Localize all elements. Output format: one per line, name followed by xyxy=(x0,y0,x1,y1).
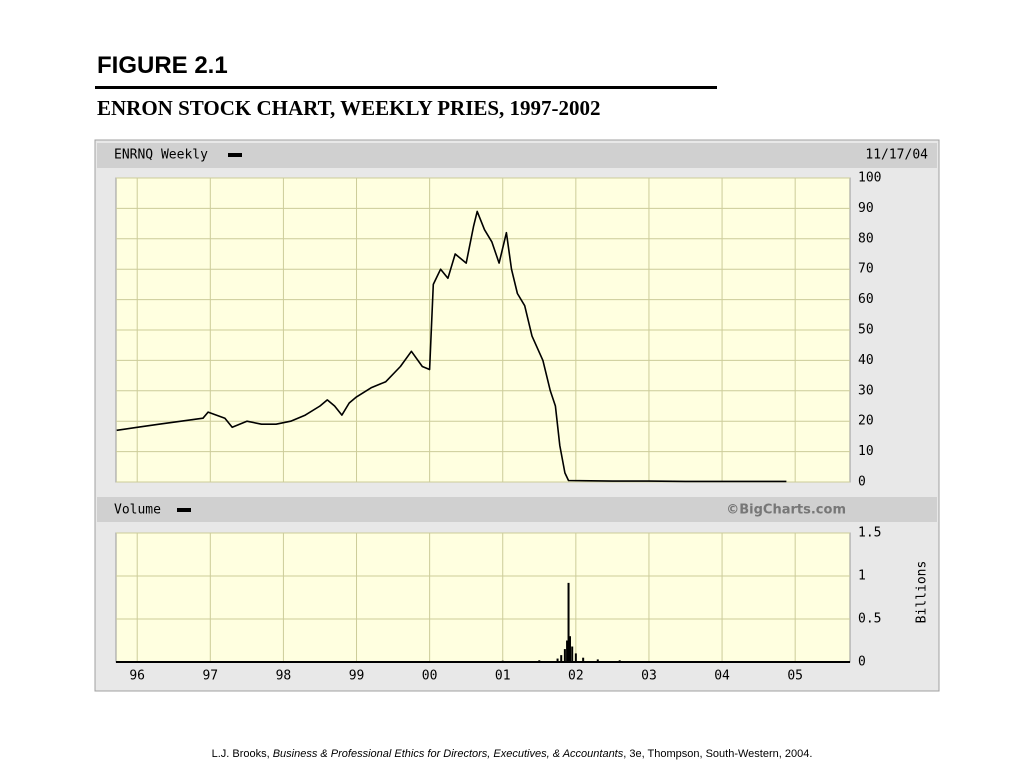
y-tick-label: 0 xyxy=(858,475,866,490)
y-tick-label: 10 xyxy=(858,444,874,459)
volume-bar xyxy=(566,640,569,662)
volume-bar xyxy=(574,653,577,662)
source: ©BigCharts.com xyxy=(726,503,846,518)
x-tick-label: 99 xyxy=(349,669,365,684)
y-tick-label: 60 xyxy=(858,292,874,307)
y-tick-label: 40 xyxy=(858,353,874,368)
price-header: ENRNQ Weekly xyxy=(114,148,208,163)
x-tick-label: 04 xyxy=(714,669,730,684)
x-tick-label: 01 xyxy=(495,669,511,684)
chart-date: 11/17/04 xyxy=(865,148,928,163)
legend-swatch xyxy=(228,153,242,157)
y-tick-label: 1 xyxy=(858,569,866,584)
y-axis-label: Billions xyxy=(915,561,930,624)
y-tick-label: 1.5 xyxy=(858,526,881,541)
y-tick-label: 30 xyxy=(858,383,874,398)
title-rule xyxy=(95,86,717,89)
volume-bar xyxy=(567,582,570,662)
volume-bar xyxy=(571,646,574,662)
legend-swatch xyxy=(177,508,191,512)
price-header-bar xyxy=(97,143,937,168)
y-tick-label: 80 xyxy=(858,231,874,246)
x-tick-label: 96 xyxy=(129,669,145,684)
citation-rest: , 3e, Thompson, South-Western, 2004. xyxy=(623,748,813,760)
y-tick-label: 0.5 xyxy=(858,612,881,627)
y-tick-label: 50 xyxy=(858,323,874,338)
y-tick-label: 90 xyxy=(858,201,874,216)
x-tick-label: 03 xyxy=(641,669,657,684)
citation: L.J. Brooks, Business & Professional Eth… xyxy=(0,748,1024,760)
volume-bar xyxy=(560,655,563,662)
volume-bar xyxy=(596,659,599,662)
x-tick-label: 97 xyxy=(202,669,218,684)
citation-title: Business & Professional Ethics for Direc… xyxy=(272,748,624,760)
volume-header-bar xyxy=(97,497,937,522)
caption: ENRON STOCK CHART, WEEKLY PRIES, 1997-20… xyxy=(97,96,601,120)
x-tick-label: 02 xyxy=(568,669,584,684)
citation-author: L.J. Brooks, xyxy=(211,748,273,760)
x-tick-label: 00 xyxy=(422,669,438,684)
volume-header: Volume xyxy=(114,503,161,518)
volume-plot xyxy=(115,532,851,663)
figure-label: FIGURE 2.1 xyxy=(97,52,228,79)
x-tick-label: 98 xyxy=(276,669,292,684)
price-line xyxy=(116,210,787,483)
volume-bar xyxy=(563,649,566,662)
y-tick-label: 0 xyxy=(858,655,866,670)
volume-bar xyxy=(556,658,559,662)
volume-bar xyxy=(582,657,585,662)
y-tick-label: 100 xyxy=(858,171,881,186)
y-tick-label: 20 xyxy=(858,414,874,429)
volume-bar xyxy=(568,636,571,662)
y-tick-label: 70 xyxy=(858,262,874,277)
x-tick-label: 05 xyxy=(787,669,803,684)
